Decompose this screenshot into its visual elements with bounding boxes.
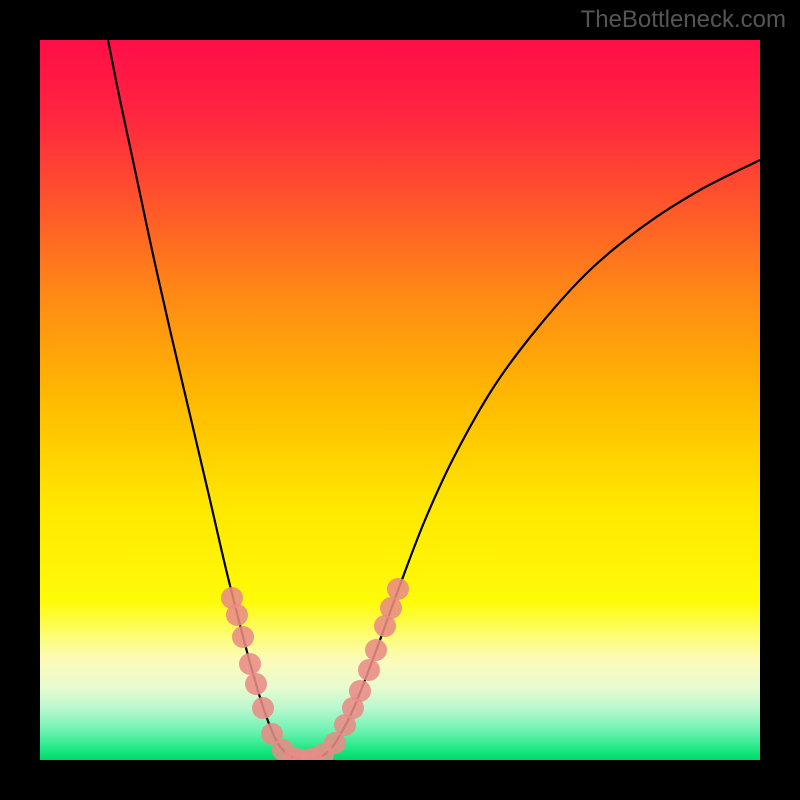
marker-point <box>358 659 380 681</box>
marker-point <box>349 680 371 702</box>
plot-area <box>40 40 760 760</box>
watermark-text: TheBottleneck.com <box>581 6 786 34</box>
marker-point <box>226 604 248 626</box>
chart-svg <box>40 40 760 760</box>
marker-point <box>380 597 402 619</box>
marker-point <box>239 653 261 675</box>
gradient-background <box>40 40 760 760</box>
marker-point <box>365 639 387 661</box>
marker-point <box>387 578 409 600</box>
marker-point <box>245 673 267 695</box>
marker-point <box>252 697 274 719</box>
marker-point <box>232 626 254 648</box>
